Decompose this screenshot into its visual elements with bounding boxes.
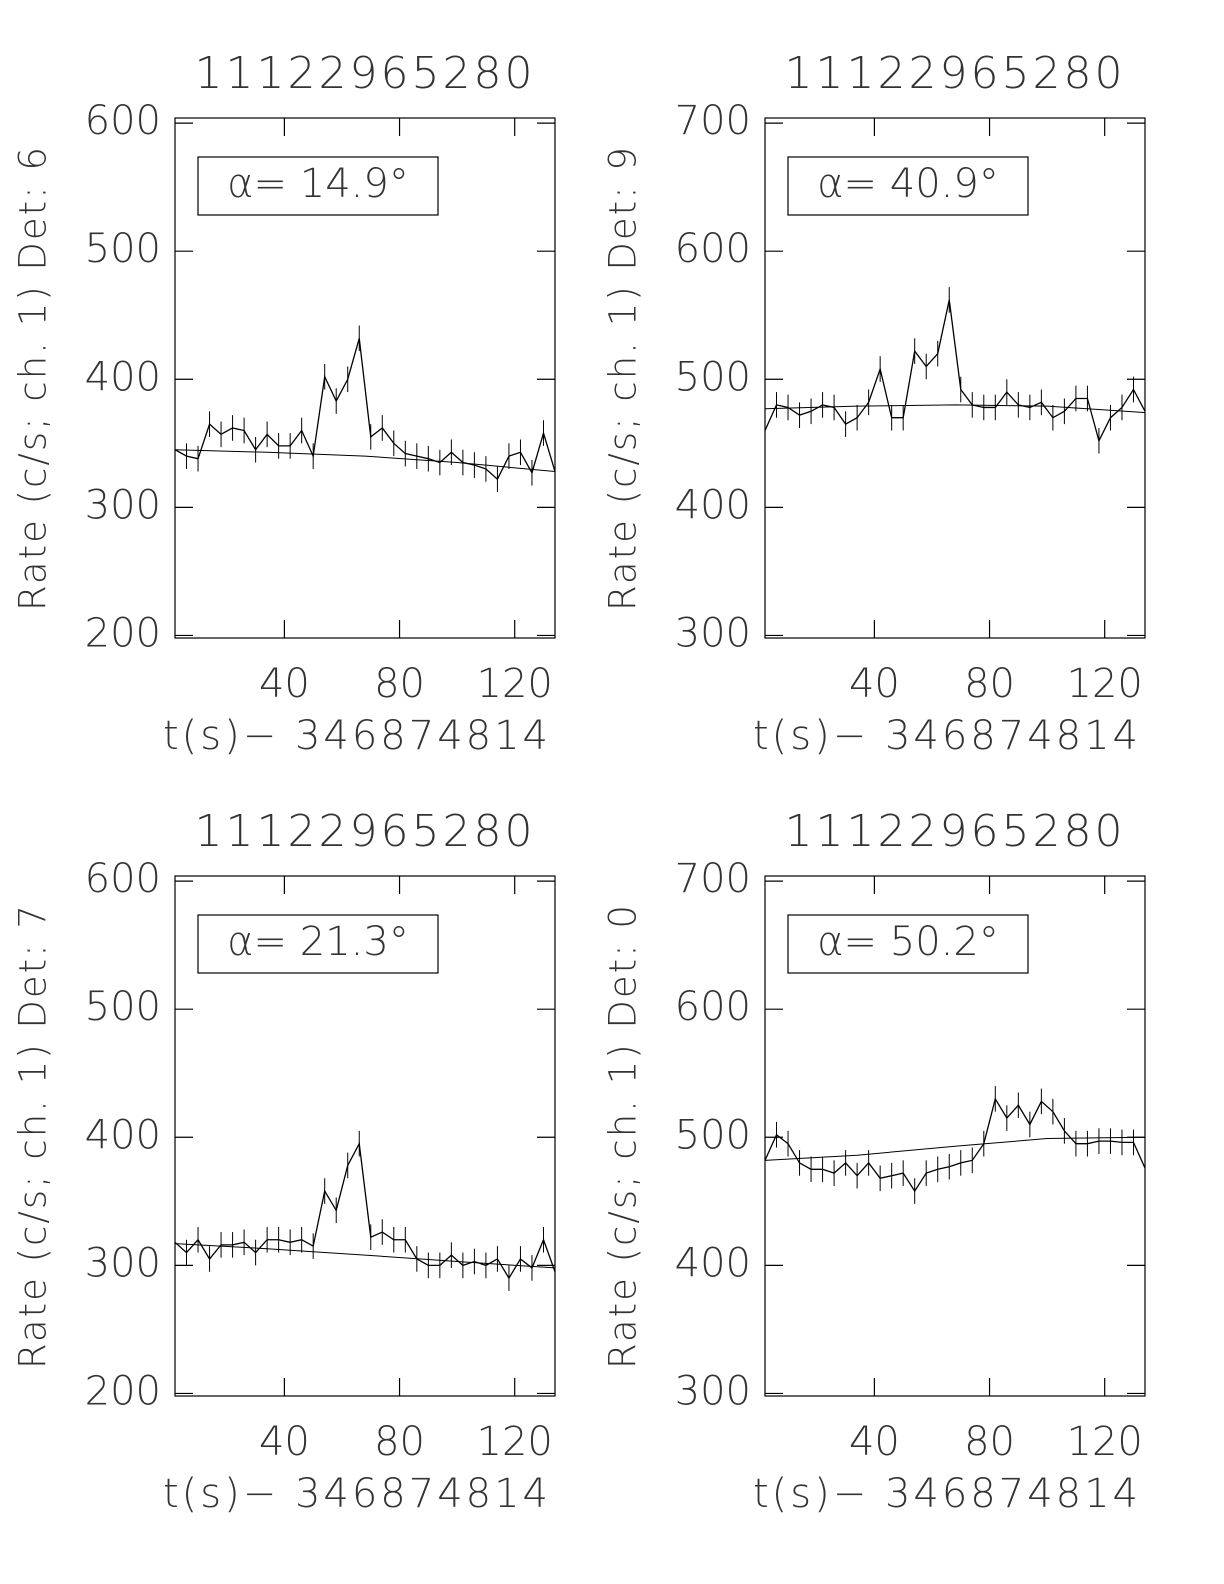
plot-frame xyxy=(174,875,556,1397)
y-tick-label: 400 xyxy=(675,1240,751,1286)
chart-title: 11122965280 xyxy=(785,48,1126,99)
annotation-box xyxy=(197,156,439,216)
annotation: α= 14.9° xyxy=(227,161,409,207)
y-tick-label: 300 xyxy=(675,1368,751,1414)
fit-line xyxy=(174,1243,556,1269)
x-tick-label: 80 xyxy=(374,661,425,707)
y-tick-label: 200 xyxy=(85,1368,161,1414)
y-axis-label: Rate (c/s; ch. 1) Det: 6 xyxy=(12,145,55,611)
y-tick-label: 400 xyxy=(675,482,751,528)
y-tick-label: 600 xyxy=(675,984,751,1030)
chart-title: 11122965280 xyxy=(195,48,536,99)
x-tick-label: 80 xyxy=(374,1419,425,1465)
y-tick-label: 400 xyxy=(85,354,161,400)
y-tick-label: 500 xyxy=(85,226,161,272)
x-tick-label: 120 xyxy=(477,1419,553,1465)
x-tick-label: 120 xyxy=(477,661,553,707)
annotation-box xyxy=(787,914,1029,974)
plot-frame xyxy=(764,875,1146,1397)
x-tick-label: 40 xyxy=(259,661,310,707)
y-tick-label: 700 xyxy=(675,98,751,144)
y-tick-label: 300 xyxy=(85,1240,161,1286)
annotation: α= 40.9° xyxy=(817,161,999,207)
x-tick-label: 40 xyxy=(849,661,900,707)
x-axis-label: t(s)− 346874814 xyxy=(753,713,1141,759)
y-tick-label: 600 xyxy=(675,226,751,272)
annotation: α= 21.3° xyxy=(227,919,409,965)
data-line xyxy=(174,338,556,481)
y-axis-label: Rate (c/s; ch. 1) Det: 9 xyxy=(602,145,645,611)
x-axis-label: t(s)− 346874814 xyxy=(753,1471,1141,1517)
y-tick-label: 600 xyxy=(85,856,161,902)
x-axis-label: t(s)− 346874814 xyxy=(163,1471,551,1517)
y-axis-label: Rate (c/s; ch. 1) Det: 7 xyxy=(12,903,55,1369)
x-tick-label: 40 xyxy=(849,1419,900,1465)
y-tick-label: 300 xyxy=(85,482,161,528)
x-tick-label: 80 xyxy=(964,661,1015,707)
y-tick-label: 200 xyxy=(85,610,161,656)
x-tick-label: 40 xyxy=(259,1419,310,1465)
x-tick-label: 120 xyxy=(1067,1419,1143,1465)
data-line xyxy=(764,1097,1146,1193)
fit-line xyxy=(174,449,556,472)
y-tick-label: 300 xyxy=(675,610,751,656)
y-tick-label: 500 xyxy=(675,1112,751,1158)
x-tick-label: 80 xyxy=(964,1419,1015,1465)
x-axis-label: t(s)− 346874814 xyxy=(163,713,551,759)
chart-title: 11122965280 xyxy=(195,806,536,857)
plot-frame xyxy=(764,117,1146,639)
chart-title: 11122965280 xyxy=(785,806,1126,857)
y-tick-label: 500 xyxy=(85,984,161,1030)
data-line xyxy=(174,1141,556,1280)
x-tick-label: 120 xyxy=(1067,661,1143,707)
y-axis-label: Rate (c/s; ch. 1) Det: 0 xyxy=(602,903,645,1369)
y-tick-label: 700 xyxy=(675,856,751,902)
annotation-box xyxy=(787,156,1029,216)
data-line xyxy=(764,299,1146,443)
y-tick-label: 600 xyxy=(85,98,161,144)
plot-frame xyxy=(174,117,556,639)
annotation-box xyxy=(197,914,439,974)
y-tick-label: 500 xyxy=(675,354,751,400)
fit-line xyxy=(764,404,1146,414)
fit-line xyxy=(764,1136,1146,1161)
annotation: α= 50.2° xyxy=(817,919,999,965)
y-tick-label: 400 xyxy=(85,1112,161,1158)
